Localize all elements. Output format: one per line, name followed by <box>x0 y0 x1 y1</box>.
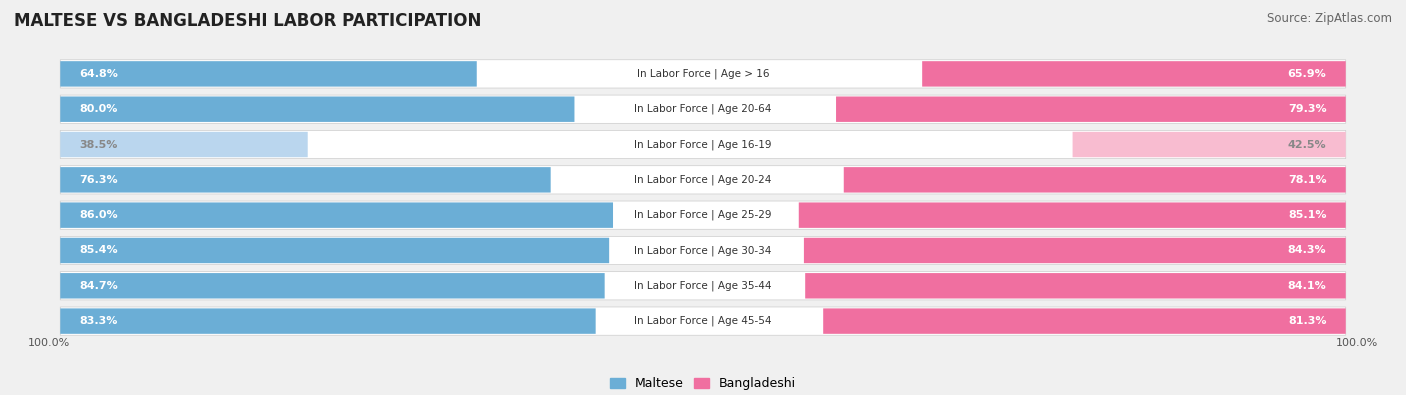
Text: In Labor Force | Age 20-64: In Labor Force | Age 20-64 <box>634 104 772 115</box>
Text: In Labor Force | Age 30-34: In Labor Force | Age 30-34 <box>634 245 772 256</box>
FancyBboxPatch shape <box>60 96 575 122</box>
Text: 78.1%: 78.1% <box>1288 175 1326 185</box>
FancyBboxPatch shape <box>60 272 1346 300</box>
Text: In Labor Force | Age 16-19: In Labor Force | Age 16-19 <box>634 139 772 150</box>
Text: 65.9%: 65.9% <box>1288 69 1326 79</box>
FancyBboxPatch shape <box>799 203 1346 228</box>
FancyBboxPatch shape <box>60 236 1346 265</box>
FancyBboxPatch shape <box>60 130 1346 159</box>
Text: 85.1%: 85.1% <box>1288 210 1326 220</box>
FancyBboxPatch shape <box>60 167 551 192</box>
Text: 79.3%: 79.3% <box>1288 104 1326 114</box>
FancyBboxPatch shape <box>1073 132 1346 157</box>
Text: 42.5%: 42.5% <box>1288 139 1326 150</box>
Text: MALTESE VS BANGLADESHI LABOR PARTICIPATION: MALTESE VS BANGLADESHI LABOR PARTICIPATI… <box>14 12 481 30</box>
Text: In Labor Force | Age 35-44: In Labor Force | Age 35-44 <box>634 280 772 291</box>
FancyBboxPatch shape <box>806 273 1346 299</box>
Text: 84.1%: 84.1% <box>1288 281 1326 291</box>
Text: 64.8%: 64.8% <box>80 69 118 79</box>
FancyBboxPatch shape <box>60 61 477 87</box>
Text: In Labor Force | Age 45-54: In Labor Force | Age 45-54 <box>634 316 772 326</box>
FancyBboxPatch shape <box>60 201 1346 229</box>
Text: In Labor Force | Age 25-29: In Labor Force | Age 25-29 <box>634 210 772 220</box>
FancyBboxPatch shape <box>804 238 1346 263</box>
Text: In Labor Force | Age > 16: In Labor Force | Age > 16 <box>637 69 769 79</box>
FancyBboxPatch shape <box>823 308 1346 334</box>
FancyBboxPatch shape <box>60 307 1346 335</box>
Text: 86.0%: 86.0% <box>80 210 118 220</box>
Text: 100.0%: 100.0% <box>1336 338 1378 348</box>
Text: 76.3%: 76.3% <box>80 175 118 185</box>
Text: In Labor Force | Age 20-24: In Labor Force | Age 20-24 <box>634 175 772 185</box>
FancyBboxPatch shape <box>60 238 609 263</box>
FancyBboxPatch shape <box>60 203 613 228</box>
Text: 84.7%: 84.7% <box>80 281 118 291</box>
Text: 100.0%: 100.0% <box>28 338 70 348</box>
FancyBboxPatch shape <box>837 96 1346 122</box>
FancyBboxPatch shape <box>60 166 1346 194</box>
FancyBboxPatch shape <box>60 308 596 334</box>
Text: Source: ZipAtlas.com: Source: ZipAtlas.com <box>1267 12 1392 25</box>
Text: 81.3%: 81.3% <box>1288 316 1326 326</box>
FancyBboxPatch shape <box>922 61 1346 87</box>
Text: 84.3%: 84.3% <box>1288 245 1326 256</box>
FancyBboxPatch shape <box>60 60 1346 88</box>
Text: 80.0%: 80.0% <box>80 104 118 114</box>
FancyBboxPatch shape <box>60 132 308 157</box>
Text: 85.4%: 85.4% <box>80 245 118 256</box>
FancyBboxPatch shape <box>60 95 1346 123</box>
FancyBboxPatch shape <box>844 167 1346 192</box>
Text: 38.5%: 38.5% <box>80 139 118 150</box>
Text: 83.3%: 83.3% <box>80 316 118 326</box>
FancyBboxPatch shape <box>60 273 605 299</box>
Legend: Maltese, Bangladeshi: Maltese, Bangladeshi <box>605 372 801 395</box>
